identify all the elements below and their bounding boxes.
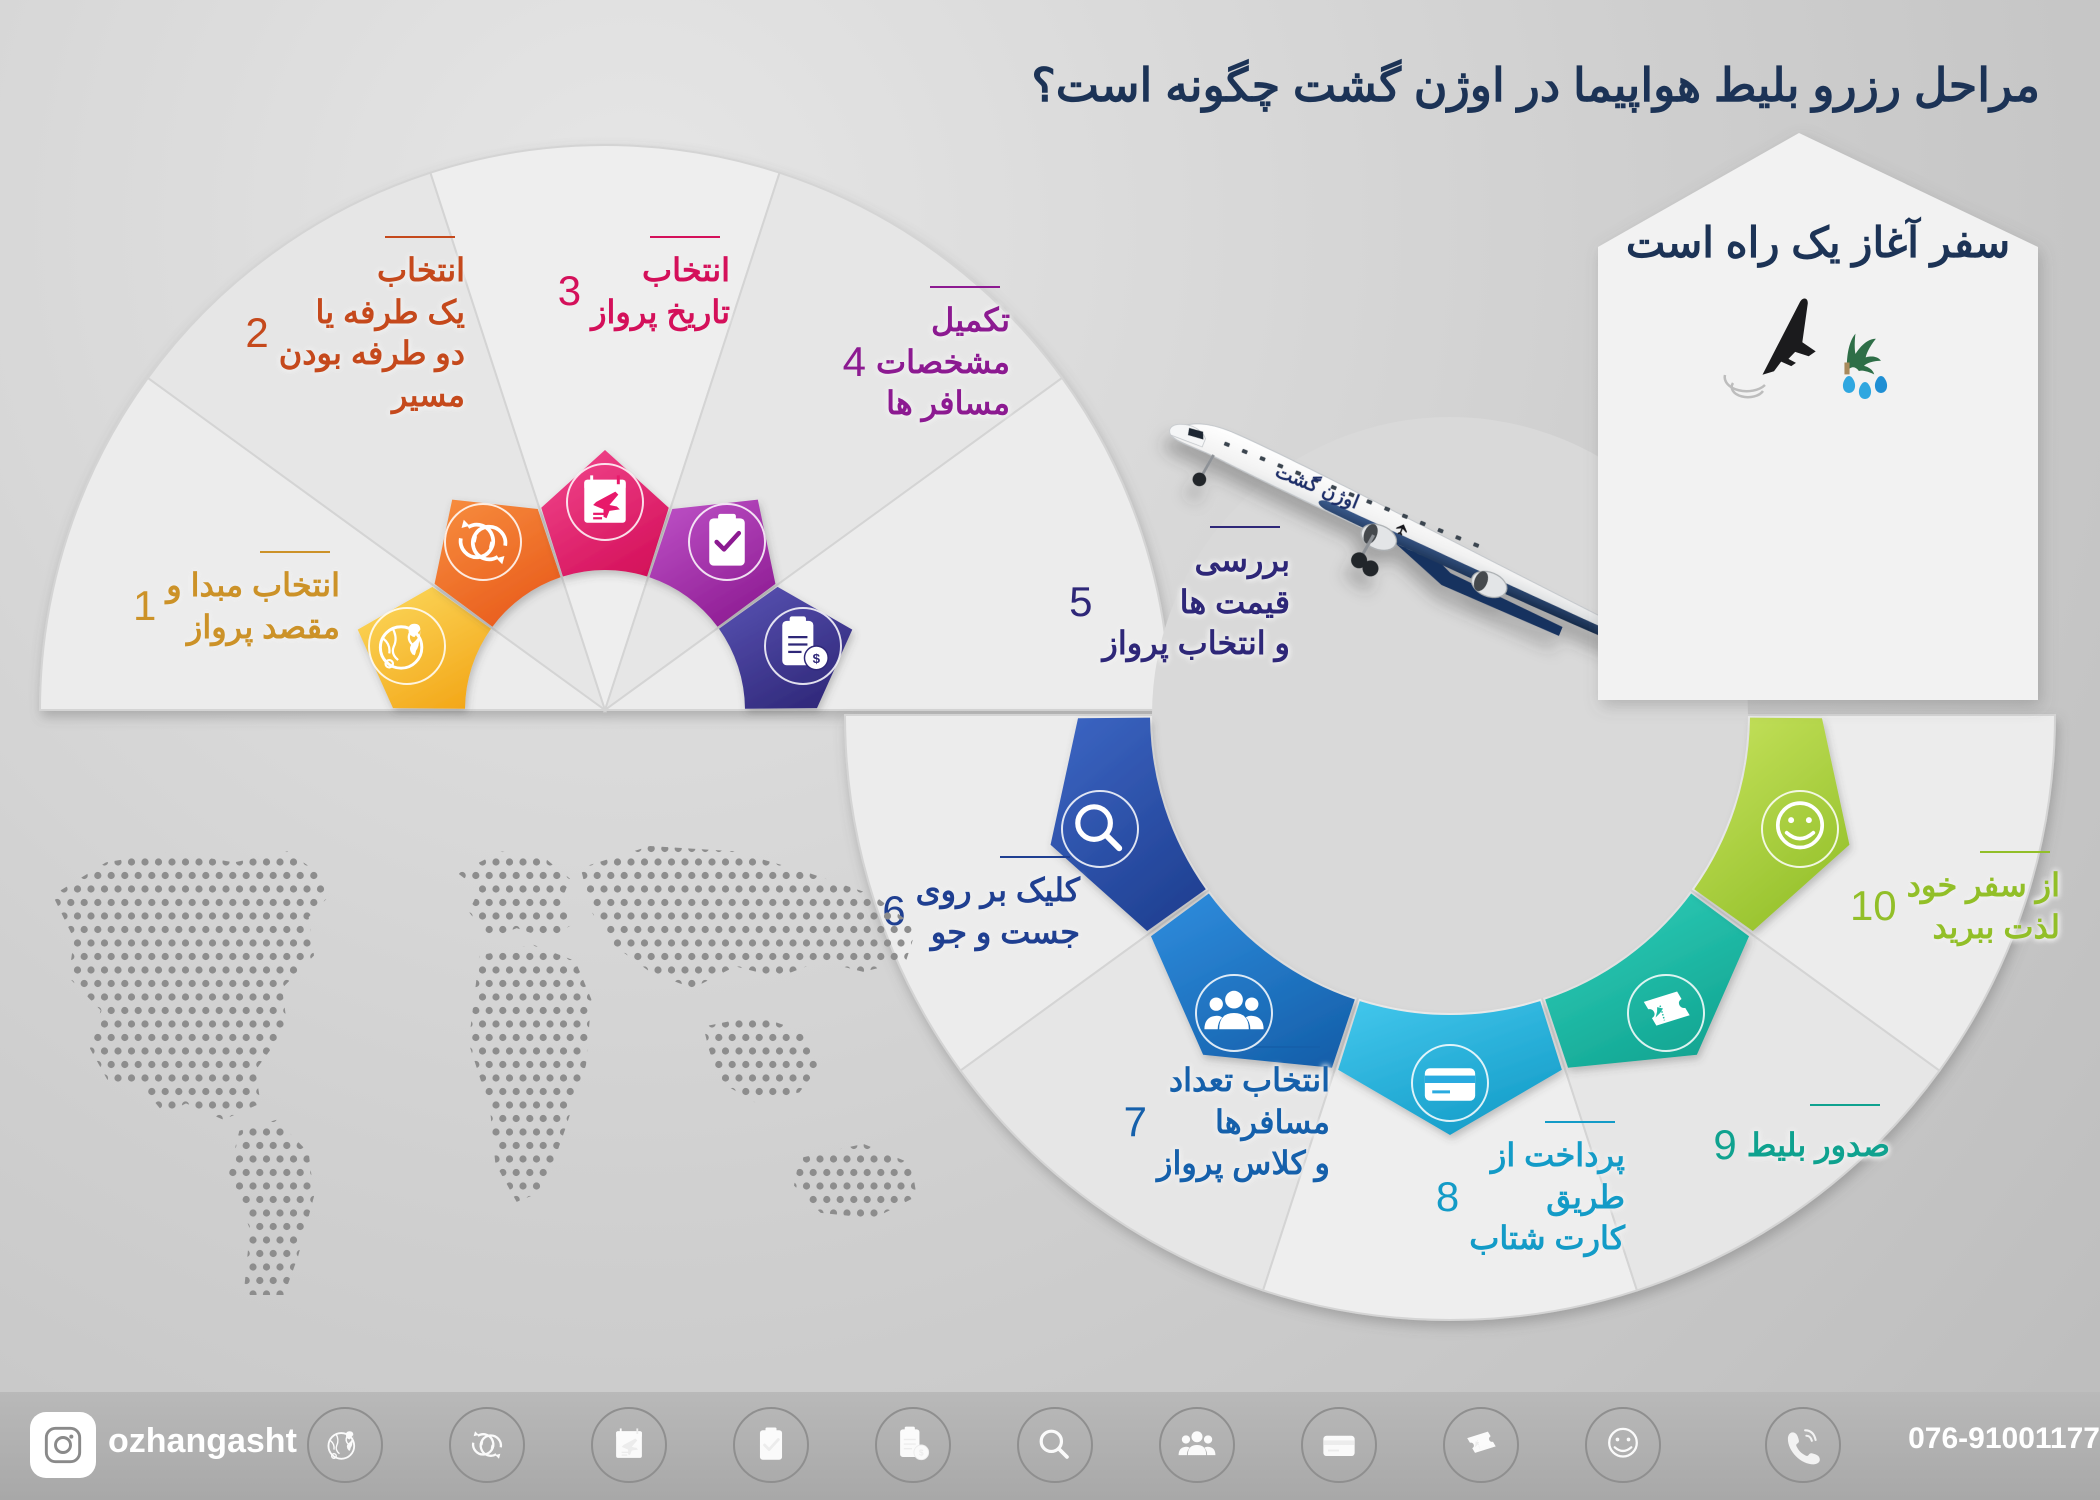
svg-text:$: $: [919, 1449, 924, 1458]
